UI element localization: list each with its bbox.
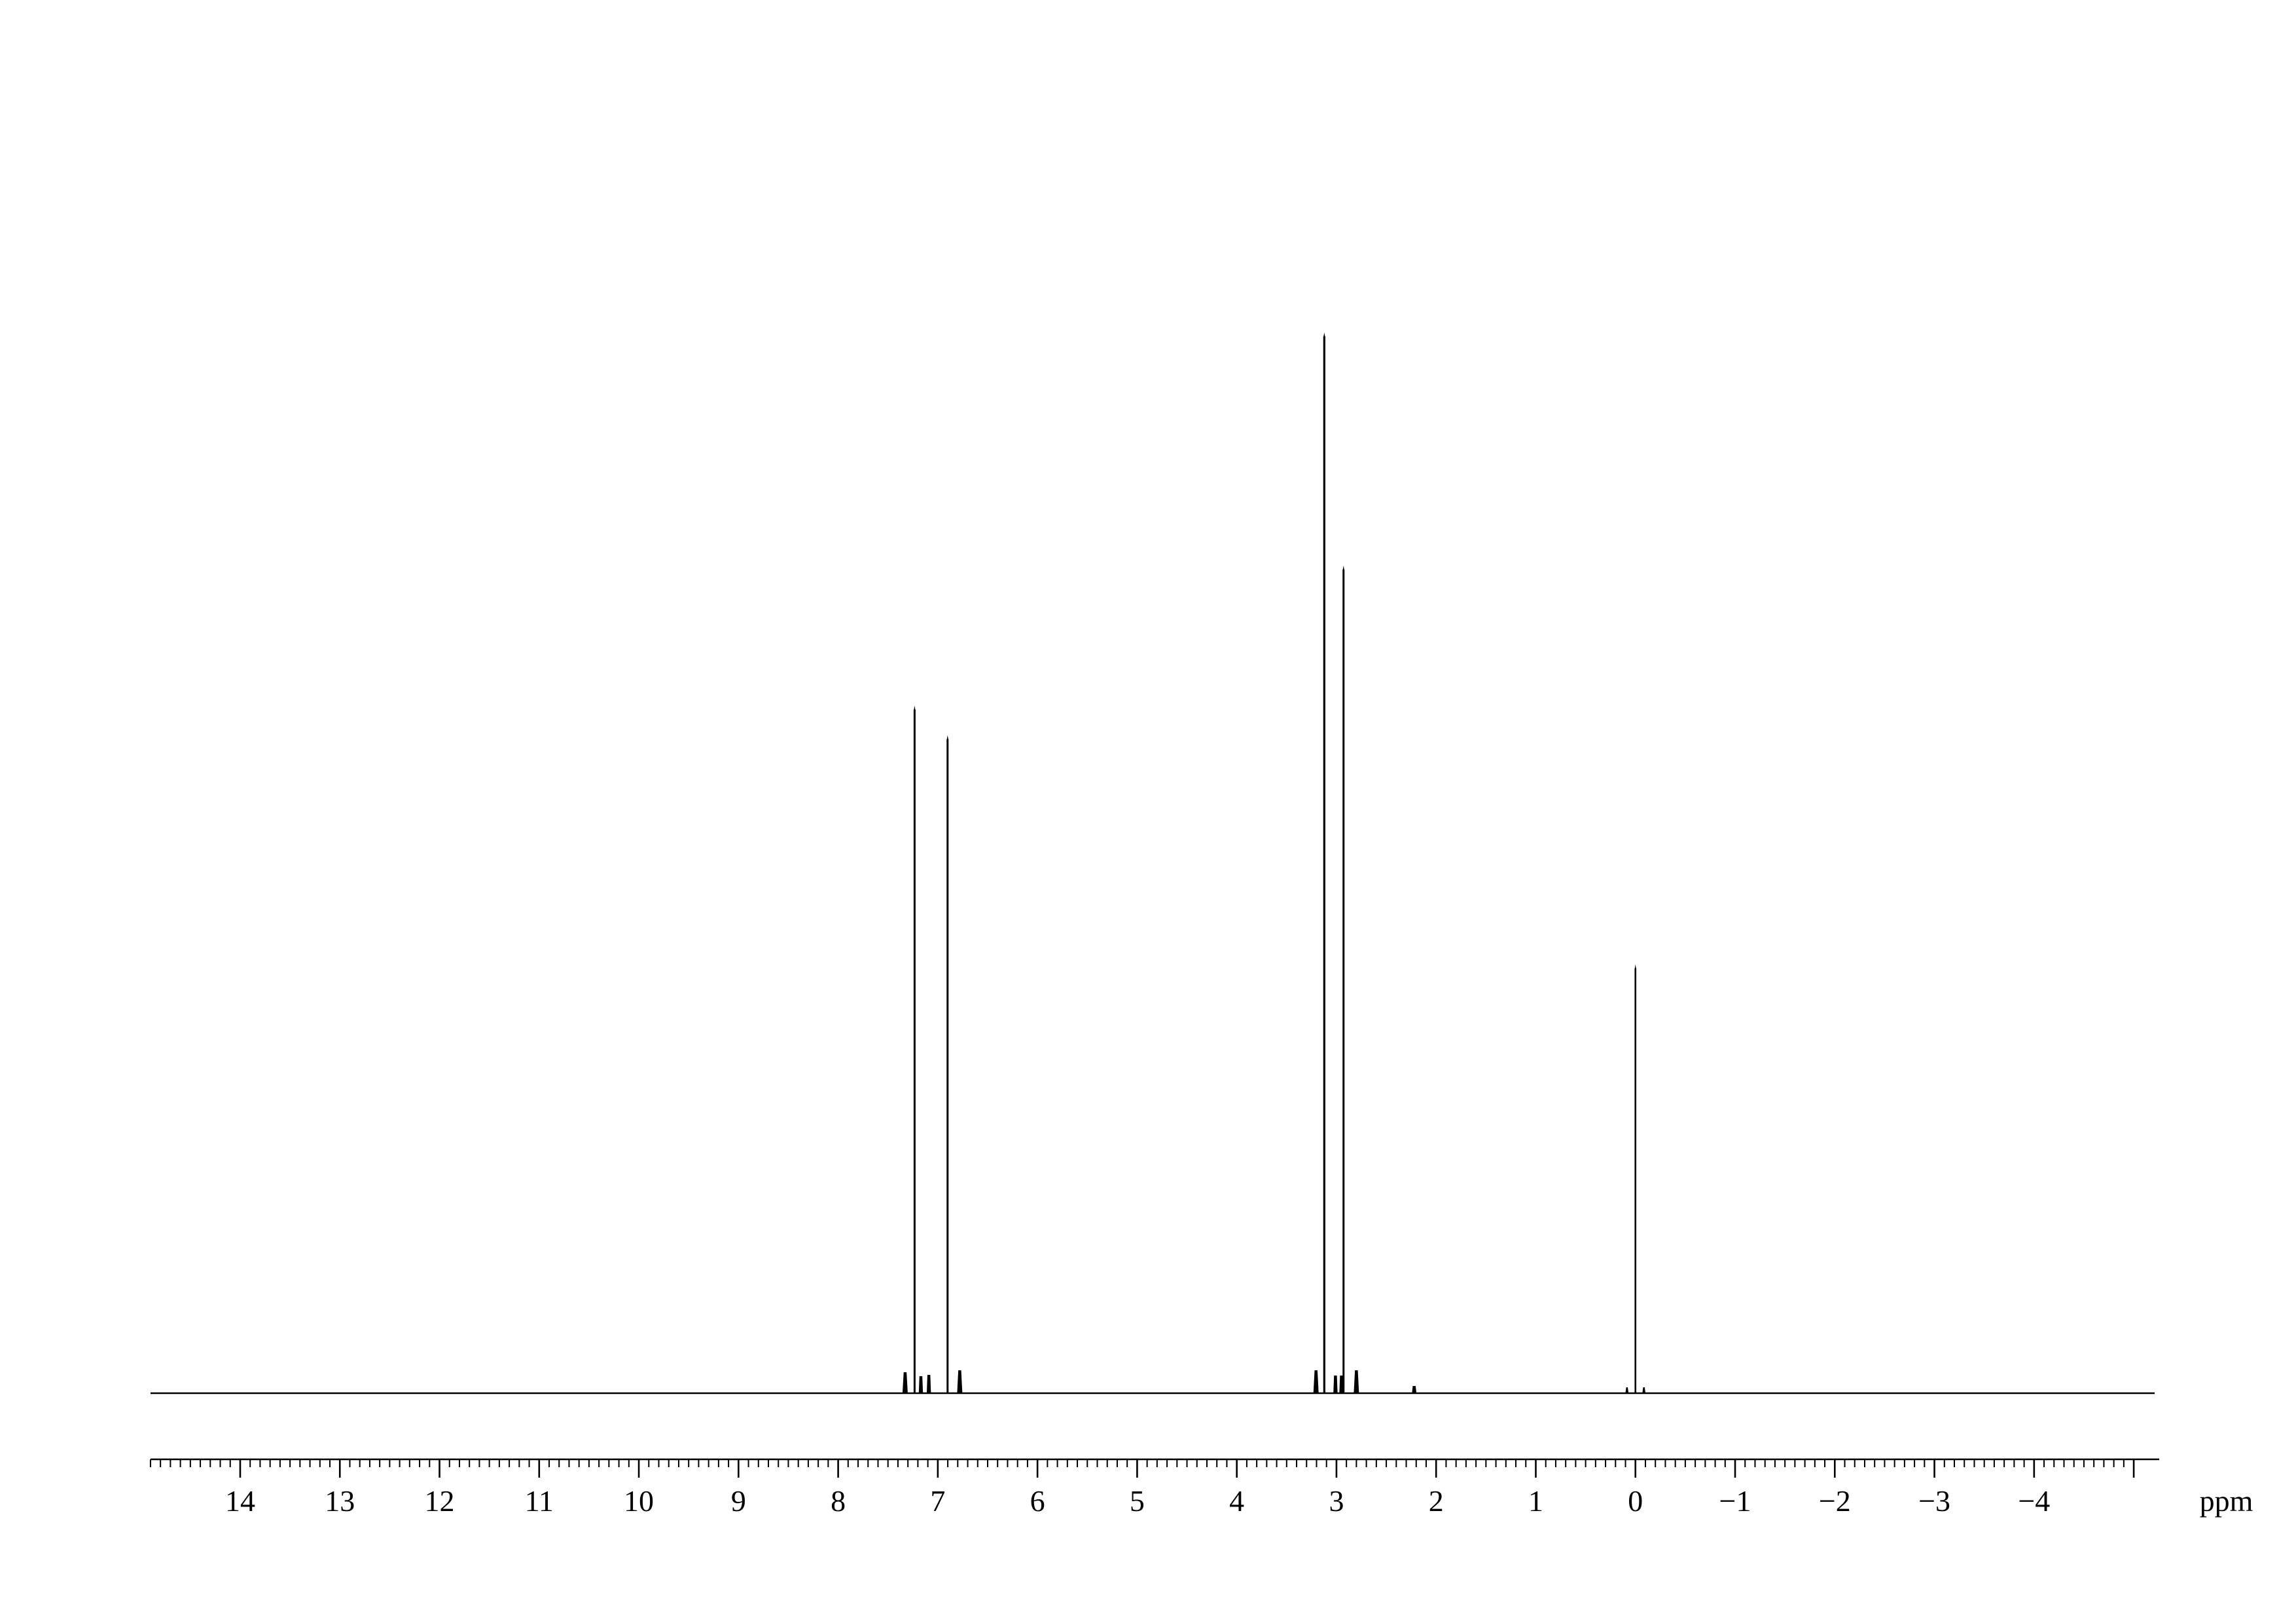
svg-text:3: 3 <box>1329 1484 1344 1518</box>
svg-text:9: 9 <box>731 1484 746 1518</box>
svg-text:−2: −2 <box>1819 1484 1851 1518</box>
svg-text:11: 11 <box>525 1484 554 1518</box>
svg-text:−4: −4 <box>2018 1484 2050 1518</box>
svg-text:7: 7 <box>930 1484 945 1518</box>
svg-text:0: 0 <box>1628 1484 1643 1518</box>
svg-text:8: 8 <box>831 1484 846 1518</box>
svg-text:ppm: ppm <box>2200 1484 2253 1518</box>
svg-text:−3: −3 <box>1918 1484 1950 1518</box>
svg-text:5: 5 <box>1130 1484 1145 1518</box>
svg-text:12: 12 <box>425 1484 455 1518</box>
svg-text:10: 10 <box>624 1484 654 1518</box>
svg-text:6: 6 <box>1030 1484 1045 1518</box>
svg-text:14: 14 <box>225 1484 255 1518</box>
svg-text:4: 4 <box>1229 1484 1244 1518</box>
svg-text:−1: −1 <box>1719 1484 1751 1518</box>
svg-text:1: 1 <box>1528 1484 1543 1518</box>
svg-text:13: 13 <box>325 1484 355 1518</box>
svg-text:2: 2 <box>1429 1484 1444 1518</box>
